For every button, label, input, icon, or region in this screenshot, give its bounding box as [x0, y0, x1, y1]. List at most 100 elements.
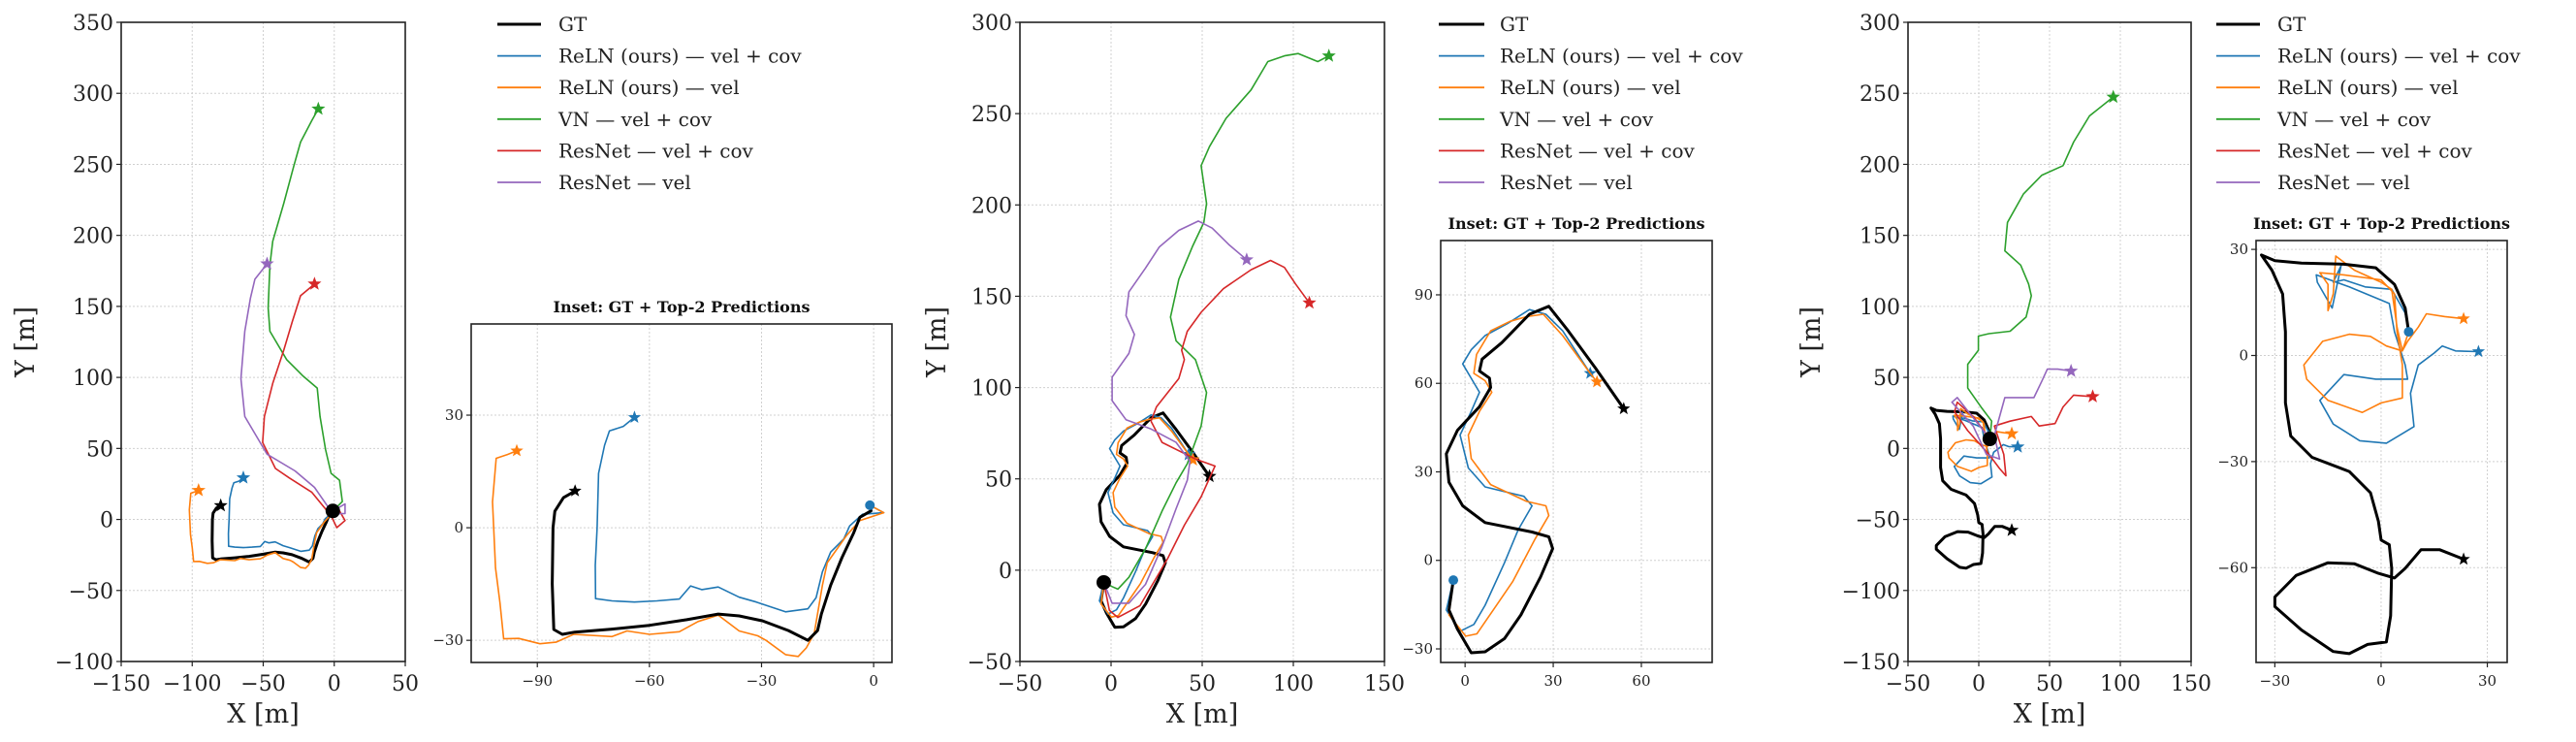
- panel1-main-y-tick-label: −100: [55, 651, 113, 675]
- panel1-inset-end-star-marker-0: [568, 484, 582, 497]
- panel3-inset-y-tick-label: 30: [2230, 241, 2248, 258]
- panel3-main-series-line-5: [1951, 368, 2072, 461]
- panel2-inset-y-tick-label: 0: [1423, 552, 1433, 569]
- panel2-inset-end-star-marker-0: [1617, 402, 1631, 415]
- panel1-main-end-star-marker-2: [191, 483, 206, 497]
- panel3-x-axis-label: X [m]: [2014, 699, 2085, 729]
- panel3-legend-label-1: ReLN (ours) — vel + cov: [2277, 45, 2521, 68]
- panel1-main-y-tick-label: 300: [73, 82, 113, 107]
- panel2-inset-start-dot-marker: [1448, 575, 1459, 586]
- panel3-inset-start-dot-marker: [2403, 327, 2414, 338]
- panel3-main-end-star-marker-1: [2011, 439, 2025, 453]
- panel3-main-x-tick-label: 50: [2036, 672, 2063, 696]
- panel3-inset-y-tick-label: −60: [2217, 559, 2248, 576]
- panel1-inset-start-dot-marker: [865, 500, 875, 510]
- panel1-main-end-star-marker-4: [307, 276, 322, 290]
- panel2-legend-label-4: ResNet — vel + cov: [1500, 139, 1695, 162]
- panel3-main-series-line-2: [1947, 407, 2013, 472]
- panel2-inset-y-tick-label: −30: [1402, 640, 1433, 658]
- panel2-main-axes: −50 0 50 100 150 −50 0 50 100 150 200 250 300: [968, 12, 1405, 696]
- panel2-legend-label-3: VN — vel + cov: [1499, 108, 1654, 131]
- panel1-main-end-star-marker-5: [260, 256, 274, 270]
- panel1-main-y-tick-label: 0: [100, 509, 113, 533]
- panel3-legend: GT ReLN (ours) — vel + cov ReLN (ours) — v…: [2216, 13, 2521, 194]
- panel2-main-end-star-marker-5: [1239, 252, 1254, 266]
- panel3-legend-label-4: ResNet — vel + cov: [2277, 139, 2472, 162]
- panel1-inset-x-tick-label: −60: [634, 672, 665, 690]
- panel1-inset-axes: −90 −60 −30 0 −30 0 30: [432, 323, 893, 690]
- panel3-inset-frame: [2255, 240, 2508, 663]
- panel2-inset-series-group: [1445, 305, 1631, 655]
- panel1-main-x-tick-label: −100: [163, 672, 221, 696]
- panel2-main-end-star-marker-3: [1321, 48, 1336, 62]
- panel3-legend-label-2: ReLN (ours) — vel: [2277, 76, 2459, 99]
- panel2-inset-end-star-marker-2: [1590, 374, 1604, 388]
- panel3-inset-series-line-0: [2260, 253, 2465, 656]
- panel2-main-end-star-marker-4: [1302, 295, 1317, 309]
- panel3-main-end-star-marker-3: [2106, 89, 2120, 104]
- panel1-main-x-tick-label: 50: [392, 672, 419, 696]
- panel3-main-end-star-marker-0: [2004, 523, 2019, 536]
- panel3-main-series-group: [1929, 89, 2120, 570]
- panel1-inset-series-line-0: [551, 489, 873, 642]
- panel1-legend-label-1: ReLN (ours) — vel + cov: [558, 45, 802, 68]
- panel1-inset-x-tick-label: −30: [747, 672, 778, 690]
- panel1-main-x-tick-label: −50: [240, 672, 285, 696]
- panel3-legend-label-3: VN — vel + cov: [2276, 108, 2432, 131]
- panel2-legend-label-5: ResNet — vel: [1500, 171, 1633, 194]
- panel3-main-end-star-marker-4: [2085, 389, 2100, 403]
- panel3-inset-end-star-marker-2: [2457, 311, 2470, 325]
- panel2-main-x-tick-label: −50: [998, 672, 1042, 696]
- panel1-x-axis-label: X [m]: [227, 699, 299, 729]
- panel1-main-start-dot-marker: [325, 503, 340, 519]
- panel2-legend-label-0: GT: [1500, 13, 1529, 36]
- panel3-inset-y-tick-label: 0: [2239, 347, 2248, 365]
- panel2-inset-plot-area: [1441, 241, 1712, 662]
- panel3-main-series-line-3: [1966, 96, 2115, 439]
- panel1-legend-label-0: GT: [558, 13, 588, 36]
- panel3-inset-plot-area: [2256, 241, 2507, 662]
- panel1-inset-end-star-marker-1: [627, 410, 642, 423]
- panel1-main-series-line-0: [210, 503, 335, 564]
- panel1-main-end-star-marker-3: [311, 101, 326, 115]
- panel1-main-y-tick-label: 250: [73, 153, 113, 177]
- panel2-main-series-line-0: [1097, 411, 1211, 629]
- panel2-inset-x-tick-label: 30: [1544, 672, 1563, 690]
- panel3-y-axis-label: Y [m]: [1797, 306, 1827, 378]
- panel1-y-axis-label: Y [m]: [11, 306, 41, 378]
- panel1-inset-y-tick-label: 0: [454, 519, 463, 536]
- panel1-main-x-tick-label: −150: [92, 672, 150, 696]
- panel3-legend-label-0: GT: [2277, 13, 2306, 36]
- panel1-inset-y-tick-label: −30: [432, 631, 463, 649]
- panel2-legend: GT ReLN (ours) — vel + cov ReLN (ours) — v…: [1439, 13, 1743, 194]
- panel3-inset-x-tick-label: 0: [2376, 672, 2386, 690]
- panel1-legend: GT ReLN (ours) — vel + cov ReLN (ours) — v…: [497, 13, 802, 194]
- panel3-main-series-line-0: [1929, 406, 2013, 570]
- panel2-main-y-tick-label: 100: [971, 377, 1012, 402]
- panel3-main-end-star-marker-2: [2004, 426, 2019, 440]
- panel1-legend-label-3: VN — vel + cov: [557, 108, 713, 131]
- panel1-inset-x-tick-label: 0: [869, 672, 878, 690]
- panel2-main-y-tick-label: 300: [971, 12, 1012, 36]
- panel2-main-series-line-4: [1102, 259, 1311, 619]
- panel3-main-y-tick-label: −50: [1856, 509, 1900, 533]
- panel1-main-frame: [120, 21, 406, 662]
- panel3-inset-y-tick-label: −30: [2217, 453, 2248, 470]
- panel2-inset-series-line-0: [1445, 305, 1626, 655]
- panel1-inset-plot-area: [471, 324, 892, 662]
- panel1-legend-label-4: ResNet — vel + cov: [558, 139, 753, 162]
- panel3-main-end-star-marker-5: [2064, 364, 2079, 377]
- panel1-main-end-star-marker-1: [236, 470, 251, 484]
- panel2-inset-frame: [1440, 240, 1713, 663]
- panel3-main-y-tick-label: 100: [1860, 296, 1900, 320]
- panel3-main-y-tick-label: 150: [1860, 225, 1900, 249]
- panel1-main-end-star-marker-0: [213, 498, 228, 512]
- panel1-main-y-tick-label: 200: [73, 225, 113, 249]
- panel1-inset-frame: [470, 323, 893, 663]
- panel2-inset-y-tick-label: 30: [1415, 463, 1433, 480]
- panel2-main-series-group: [1096, 48, 1336, 629]
- panel1-inset-title: Inset: GT + Top-2 Predictions: [554, 298, 811, 316]
- panel2-legend-label-2: ReLN (ours) — vel: [1500, 76, 1681, 99]
- panel1-main-series-line-2: [188, 489, 339, 569]
